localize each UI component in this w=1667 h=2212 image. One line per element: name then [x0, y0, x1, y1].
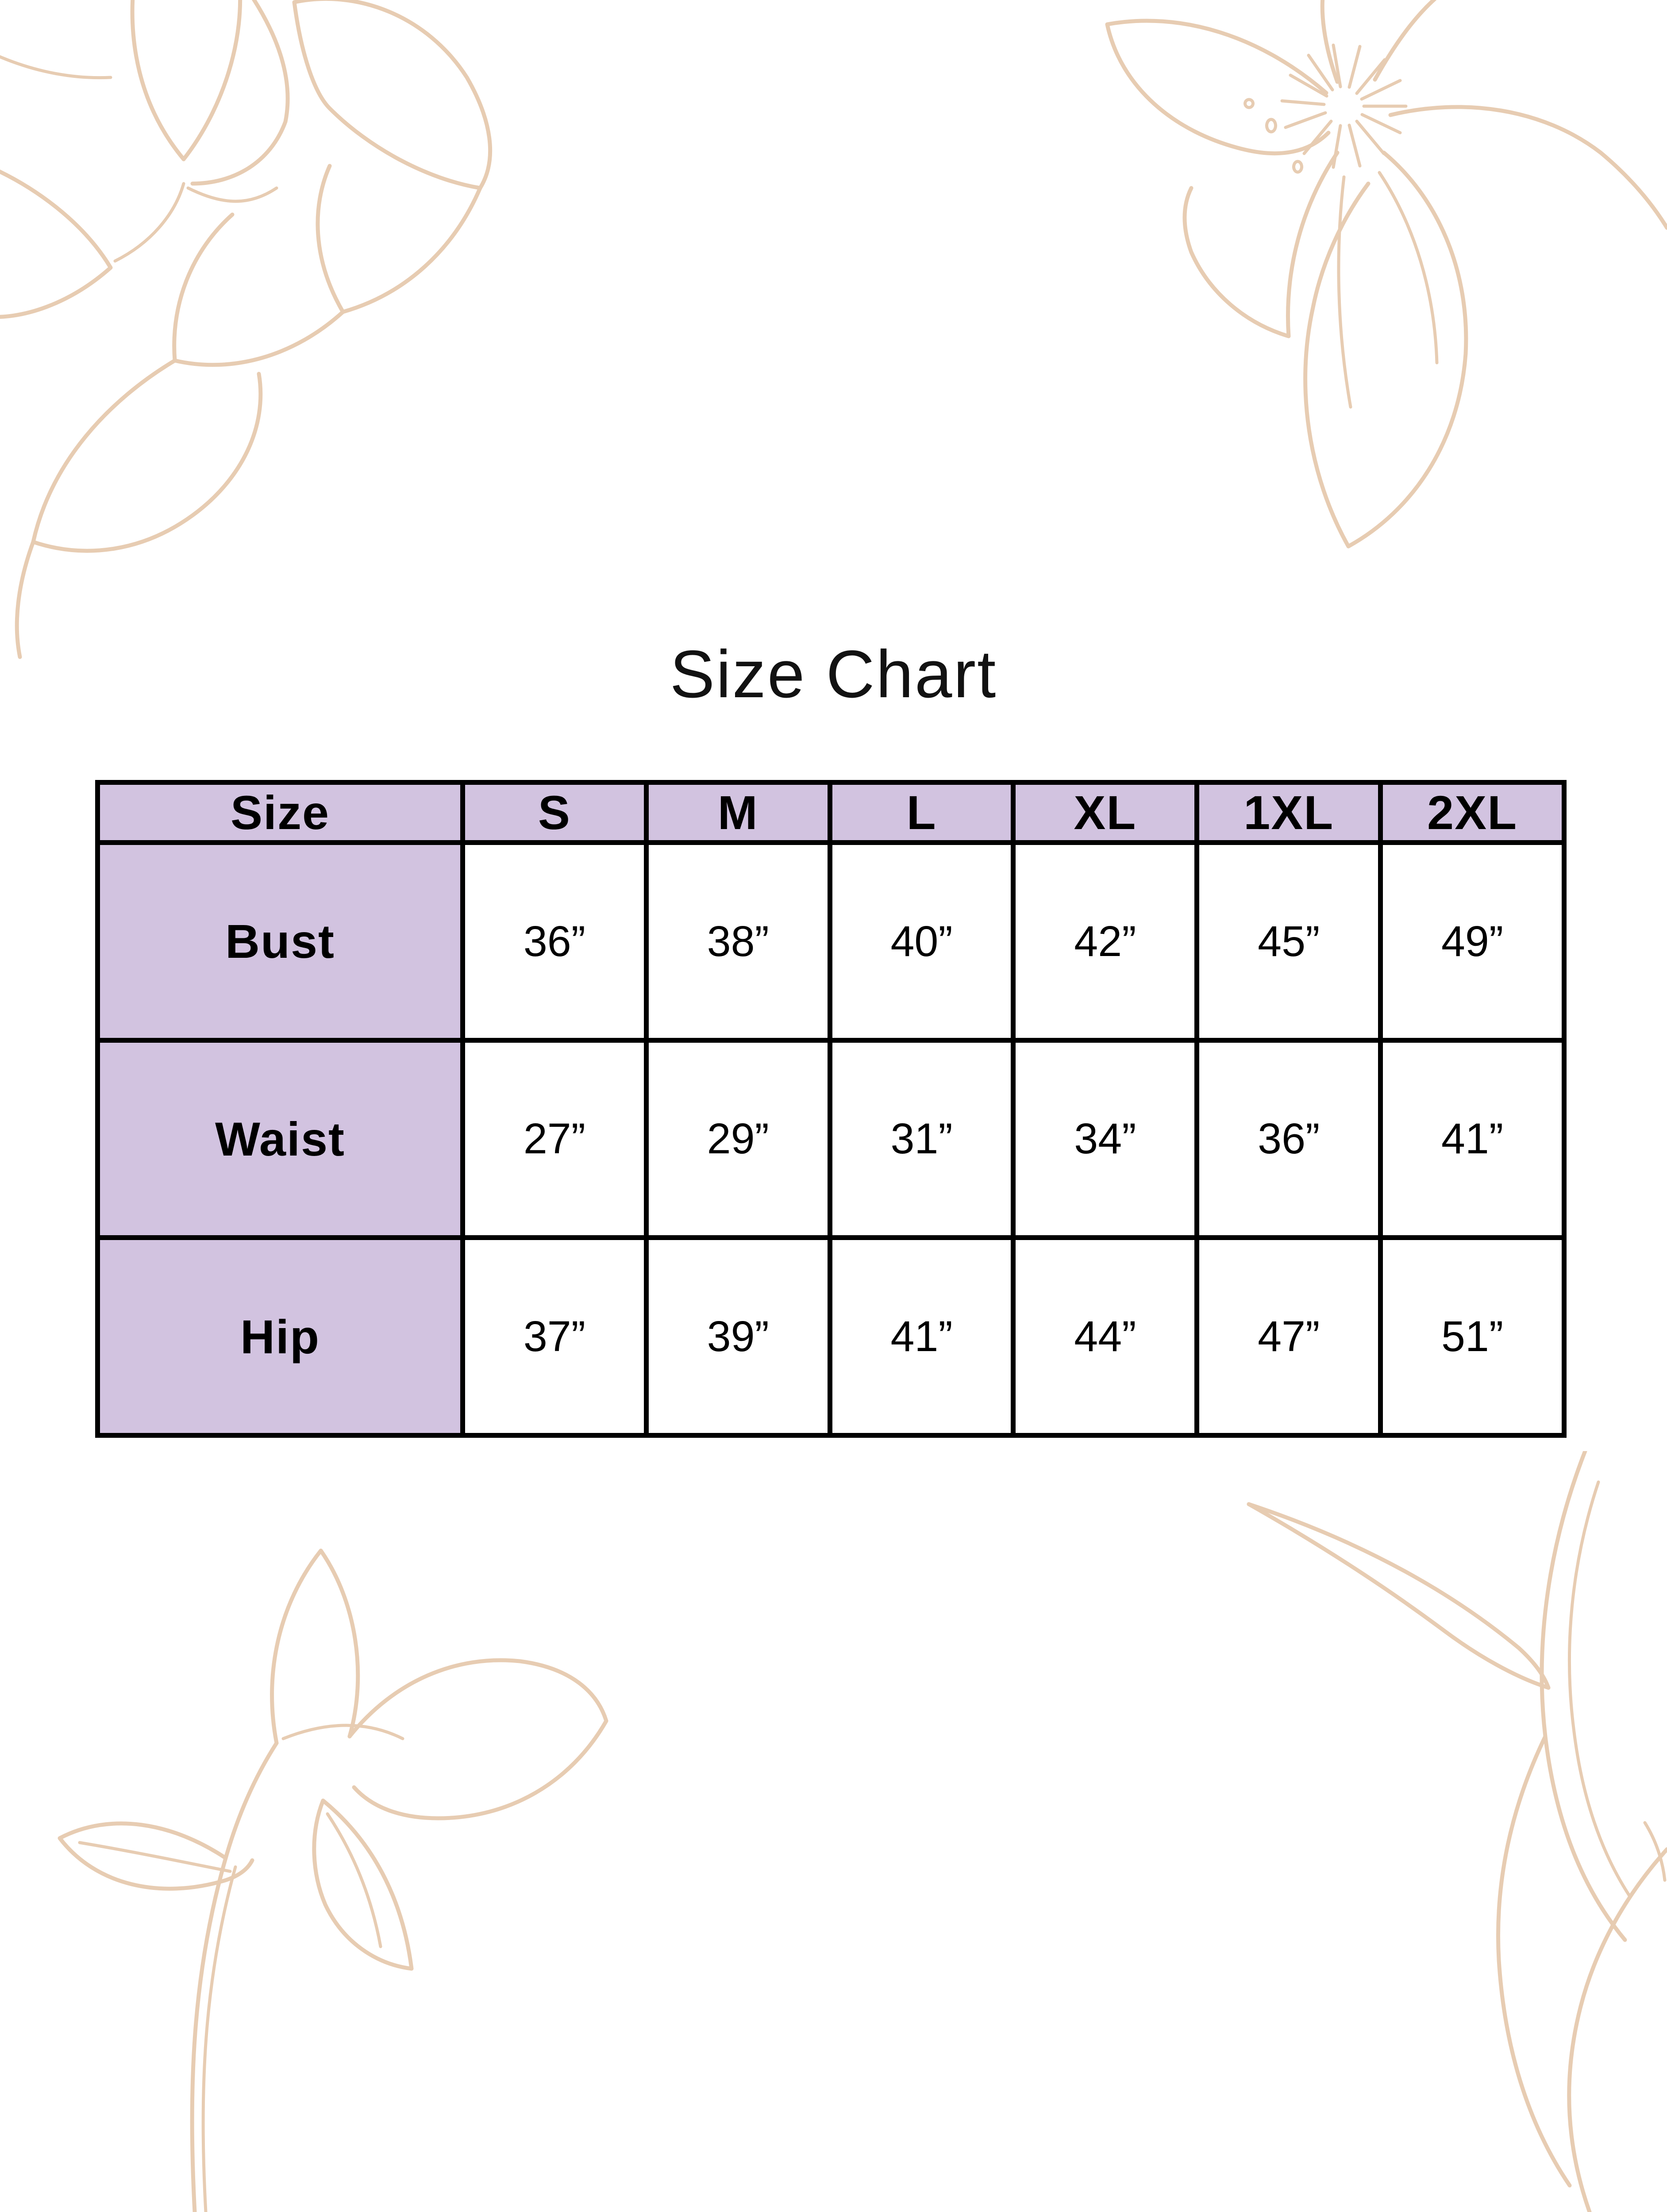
bust-1xl-value: 45” — [1194, 840, 1383, 1043]
row-label-waist: Waist — [95, 1037, 465, 1240]
bust-m-value: 38” — [643, 840, 832, 1043]
row-label-hip: Hip — [95, 1235, 465, 1438]
row-label-bust: Bust — [95, 840, 465, 1043]
hip-s-value: 37” — [460, 1235, 649, 1438]
header-cell-xl: XL — [1011, 780, 1200, 845]
waist-s-value: 27” — [460, 1037, 649, 1240]
bust-l-value: 40” — [827, 840, 1016, 1043]
table-row-waist: Waist 27” 29” 31” 34” 36” 41” — [95, 1037, 1567, 1240]
waist-m-value: 29” — [643, 1037, 832, 1240]
header-cell-m: M — [643, 780, 832, 845]
page-title: Size Chart — [670, 637, 997, 712]
table-row-hip: Hip 37” 39” 41” 44” 47” 51” — [95, 1235, 1567, 1438]
flower-decoration-bottom-right — [1247, 1451, 1667, 2212]
flower-decoration-top-left — [0, 0, 492, 659]
flower-decoration-bottom-left — [58, 1548, 608, 2212]
header-cell-l: L — [827, 780, 1016, 845]
bust-2xl-value: 49” — [1378, 840, 1567, 1043]
bust-xl-value: 42” — [1011, 840, 1200, 1043]
hip-l-value: 41” — [827, 1235, 1016, 1438]
waist-1xl-value: 36” — [1194, 1037, 1383, 1240]
table-row-bust: Bust 36” 38” 40” 42” 45” 49” — [95, 840, 1567, 1043]
waist-l-value: 31” — [827, 1037, 1016, 1240]
waist-xl-value: 34” — [1011, 1037, 1200, 1240]
hip-m-value: 39” — [643, 1235, 832, 1438]
header-row: Size S M L XL 1XL 2XL — [95, 780, 1567, 845]
bust-s-value: 36” — [460, 840, 649, 1043]
waist-2xl-value: 41” — [1378, 1037, 1567, 1240]
header-cell-s: S — [460, 780, 649, 845]
hip-2xl-value: 51” — [1378, 1235, 1567, 1438]
flower-decoration-top-right — [1105, 0, 1667, 549]
header-cell-size: Size — [95, 780, 465, 845]
size-chart-table: Size S M L XL 1XL 2XL Bust 36” 38” 40” 4… — [95, 780, 1567, 1438]
header-cell-1xl: 1XL — [1194, 780, 1383, 845]
hip-xl-value: 44” — [1011, 1235, 1200, 1438]
header-cell-2xl: 2XL — [1378, 780, 1567, 845]
hip-1xl-value: 47” — [1194, 1235, 1383, 1438]
